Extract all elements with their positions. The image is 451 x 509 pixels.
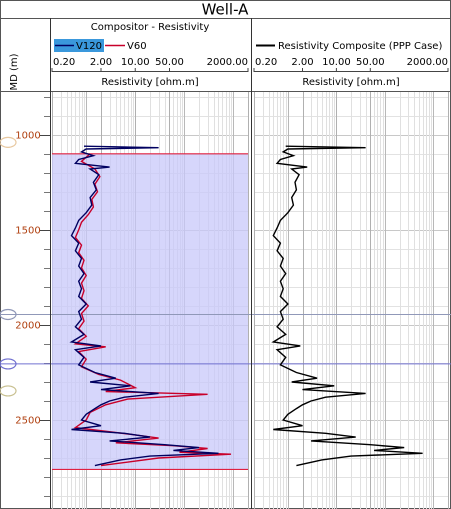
depth-marker — [0, 136, 17, 148]
x-tick-label: 10.00 — [322, 57, 351, 68]
depth-tick-label: 1000 — [15, 131, 40, 142]
legend-selection[interactable] — [54, 39, 104, 52]
depth-tick-label: 2000 — [15, 321, 40, 332]
x-tick-label: 2.00 — [291, 57, 313, 68]
legend-label[interactable]: Resistivity Composite (PPP Case) — [278, 41, 442, 52]
x-tick-label: 50.00 — [155, 57, 184, 68]
depth-tick-label: 2500 — [15, 416, 40, 427]
zone-fill — [52, 153, 248, 470]
x-tick-label: 50.00 — [356, 57, 385, 68]
x-axis-label: Resistivity [ohm.m] — [101, 77, 198, 88]
x-tick-label: 2000.00 — [207, 57, 248, 68]
legend-label[interactable]: V60 — [127, 41, 147, 52]
depth-marker — [0, 385, 17, 397]
x-tick-label: 0.20 — [255, 57, 277, 68]
depth-tick-label: 1500 — [15, 226, 40, 237]
well-title: Well-A — [202, 1, 250, 19]
log-curve — [69, 145, 219, 467]
depth-axis-label: MD (m) — [9, 53, 20, 90]
log-curve — [271, 145, 423, 467]
track-title: Compositor - Resistivity — [91, 22, 210, 33]
background-layer — [40, 92, 449, 509]
legend-label[interactable]: V120 — [76, 41, 102, 52]
x-axis-label: Resistivity [ohm.m] — [302, 77, 399, 88]
depth-marker — [0, 358, 17, 370]
x-tick-label: 0.20 — [53, 57, 75, 68]
depth-marker — [0, 308, 17, 321]
x-tick-label: 10.00 — [121, 57, 150, 68]
x-tick-label: 2.00 — [90, 57, 112, 68]
x-tick-label: 2000.00 — [407, 57, 448, 68]
